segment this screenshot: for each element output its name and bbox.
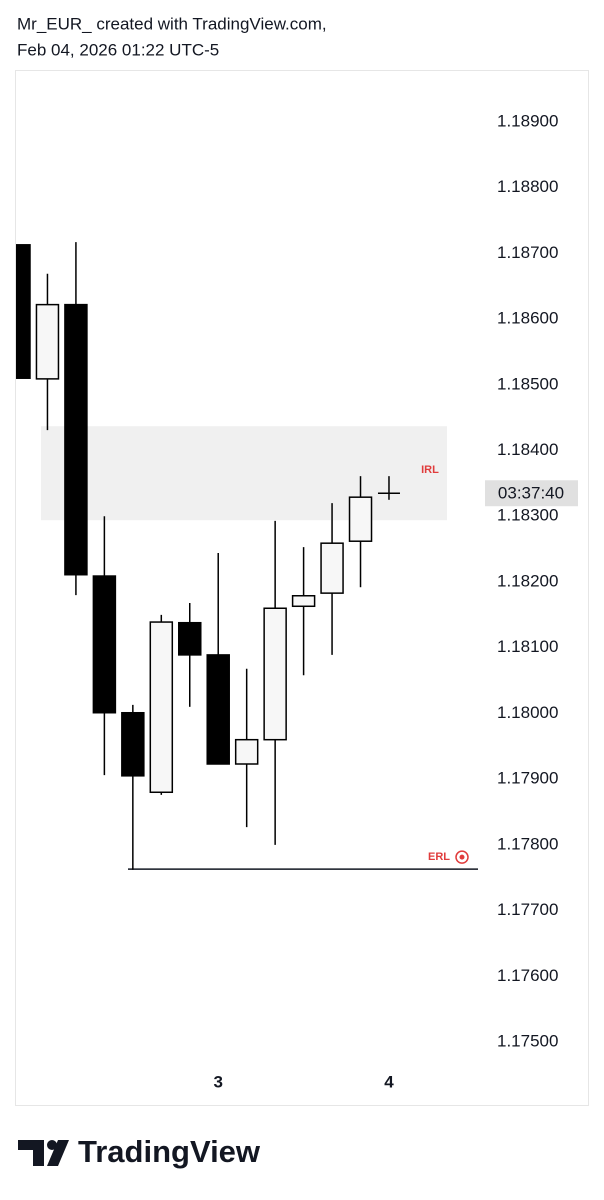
plot-area — [16, 242, 478, 870]
countdown-label: 03:37:40 — [498, 484, 564, 503]
y-tick-label: 1.18500 — [497, 374, 558, 393]
candle-body — [348, 496, 373, 542]
brand-name: TradingView — [78, 1134, 261, 1169]
y-tick-label: 1.18300 — [497, 506, 558, 525]
chart-frame — [15, 70, 589, 1106]
y-tick-label: 1.17800 — [497, 834, 558, 853]
candle-body — [206, 654, 230, 765]
y-tick-label: 1.18000 — [497, 703, 558, 722]
y-tick-label: 1.18100 — [497, 637, 558, 656]
brand-logo — [18, 1140, 69, 1166]
candle-body — [291, 595, 316, 608]
irl-zone — [41, 426, 447, 521]
y-tick-label: 1.18200 — [497, 571, 558, 590]
irl-label: IRL — [421, 464, 439, 476]
candle-body — [16, 244, 31, 379]
logo-dot — [47, 1140, 57, 1150]
logo-slash — [47, 1140, 69, 1166]
y-tick-label: 1.18600 — [497, 309, 558, 328]
y-tick-label: 1.17500 — [497, 1031, 558, 1050]
x-tick-label: 4 — [384, 1072, 394, 1091]
erl-icon-center — [459, 854, 465, 860]
y-tick-label: 1.18400 — [497, 440, 558, 459]
header-author: Mr_EUR_ created with TradingView.com, — [17, 14, 327, 33]
candle-body — [178, 621, 202, 656]
candle-body — [92, 575, 117, 714]
logo-mark — [18, 1140, 44, 1166]
x-tick-label: 3 — [213, 1072, 222, 1091]
erl-label: ERL — [428, 851, 450, 863]
y-tick-label: 1.17600 — [497, 966, 558, 985]
erl-icon — [455, 850, 469, 864]
header-date: Feb 04, 2026 01:22 UTC-5 — [17, 40, 219, 59]
y-tick-label: 1.18900 — [497, 111, 558, 130]
candle-body — [263, 607, 287, 741]
candle-body — [64, 303, 88, 576]
candle-body — [234, 738, 259, 765]
candle-body — [121, 711, 145, 777]
y-tick-label: 1.18800 — [497, 177, 558, 196]
countdown-box — [485, 480, 578, 507]
y-tick-label: 1.17900 — [497, 769, 558, 788]
candle-body — [320, 542, 344, 594]
y-tick-label: 1.18700 — [497, 243, 558, 262]
candle-body — [35, 303, 60, 380]
y-tick-label: 1.17700 — [497, 900, 558, 919]
candle-body — [149, 621, 174, 794]
